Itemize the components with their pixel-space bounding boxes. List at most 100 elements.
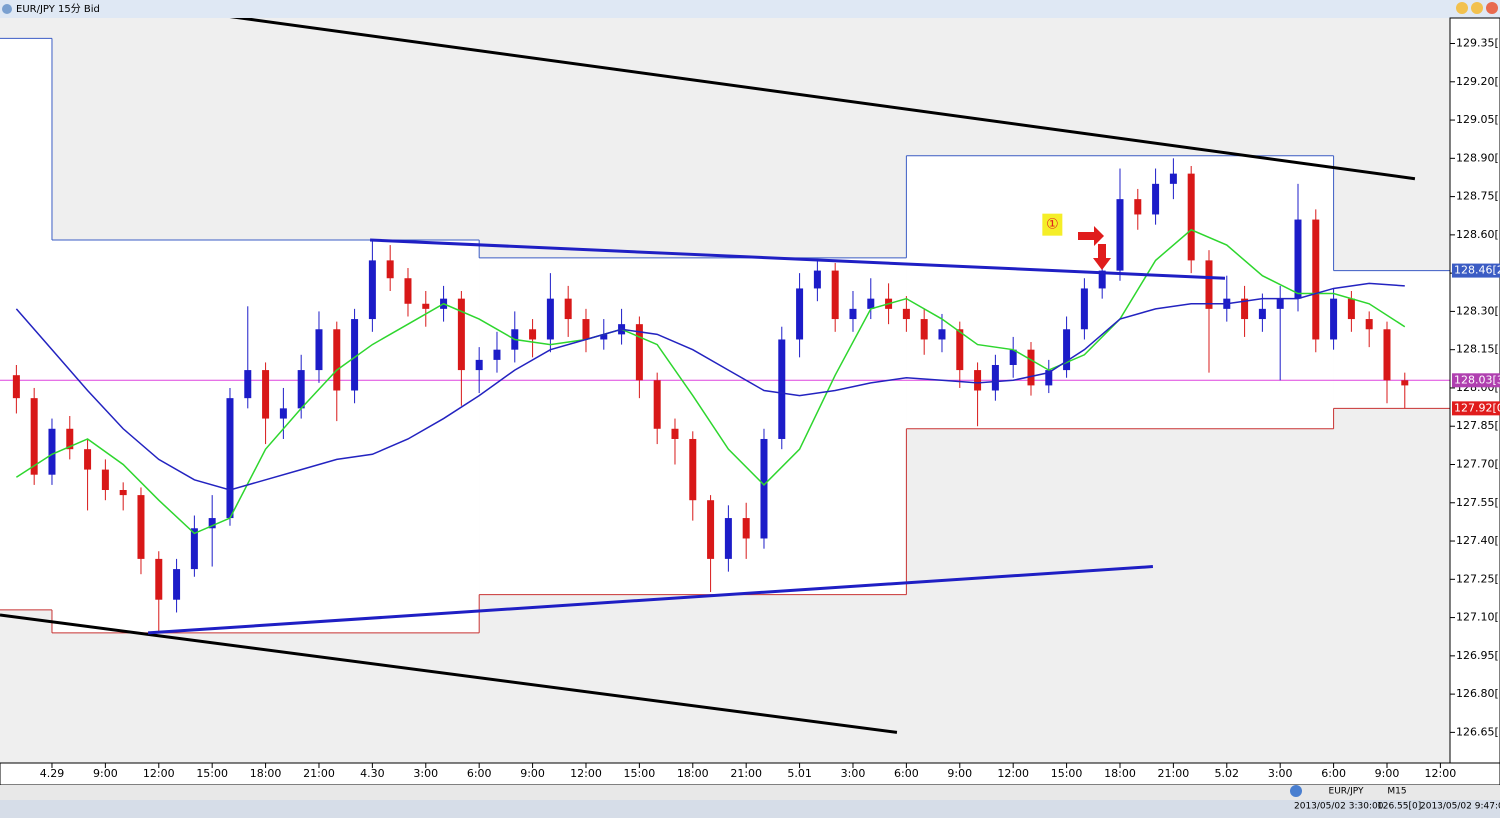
candle-body <box>1205 260 1213 309</box>
annotation-box <box>1042 213 1063 236</box>
price-tag <box>1452 373 1500 388</box>
price-tag-label: 128.46[2 <box>1454 264 1500 277</box>
status-clock: 2013/05/02 9:47:02 <box>1420 802 1500 812</box>
minimize-button[interactable] <box>1456 2 1468 14</box>
y-tick-label: 127.10[0 <box>1456 611 1500 624</box>
y-tick-label: 126.95[0 <box>1456 649 1500 662</box>
candle-body <box>1347 298 1355 320</box>
candle-body <box>1134 199 1142 215</box>
y-tick-label: 127.25[0 <box>1456 572 1500 585</box>
candle-body <box>404 278 412 304</box>
candle-body <box>991 364 999 391</box>
candle-body <box>48 428 56 475</box>
status-bar <box>0 800 1500 818</box>
candle-body <box>226 398 234 519</box>
title-bar <box>0 0 1500 18</box>
candle-body <box>1063 329 1071 371</box>
price-tag <box>1452 401 1500 416</box>
status-cursor-price: 126.55[0] <box>1377 802 1421 812</box>
status-timeframe: M15 <box>1387 787 1406 797</box>
candle-body <box>1276 298 1284 309</box>
candle-body <box>707 500 715 559</box>
x-tick-label: 12:00 <box>997 767 1029 780</box>
candle-body <box>351 319 359 391</box>
y-tick-label: 128.75[0 <box>1456 190 1500 203</box>
y-tick-label: 129.05[0 <box>1456 113 1500 126</box>
candle-body <box>546 298 554 340</box>
x-tick-label: 6:00 <box>1321 767 1346 780</box>
x-tick-label: 9:00 <box>93 767 118 780</box>
candle-body <box>974 370 982 391</box>
x-tick-label: 15:00 <box>196 767 228 780</box>
candle-body <box>244 370 252 399</box>
candle-body <box>742 518 750 539</box>
y-tick-label: 127.40[0 <box>1456 534 1500 547</box>
candle-body <box>1080 288 1088 330</box>
status-icon <box>1290 785 1302 797</box>
close-button[interactable] <box>1486 2 1498 14</box>
x-tick-label: 9:00 <box>947 767 972 780</box>
candle-body <box>813 270 821 289</box>
candle-body <box>778 339 786 439</box>
candle-body <box>1169 173 1177 184</box>
candle-body <box>796 288 804 340</box>
candle-body <box>1152 183 1160 215</box>
y-tick-label: 129.35[0 <box>1456 37 1500 50</box>
candle-body <box>137 495 145 559</box>
candle-body <box>119 490 127 496</box>
candle-body <box>386 260 394 279</box>
candle-body <box>1027 349 1035 386</box>
x-tick-label: 4.30 <box>360 767 385 780</box>
trend-line <box>229 18 1416 181</box>
x-tick-label: 3:00 <box>413 767 438 780</box>
candle-body <box>831 270 839 320</box>
x-tick-label: 21:00 <box>1158 767 1190 780</box>
candle-body <box>956 329 964 371</box>
candle-body <box>1241 298 1249 320</box>
candle-body <box>1116 199 1124 271</box>
price-axis <box>1449 17 1500 764</box>
x-tick-label: 18:00 <box>250 767 282 780</box>
window-title: EUR/JPY 15分 Bid <box>16 3 100 15</box>
candle-body <box>368 260 376 320</box>
y-tick-label: 128.15[0 <box>1456 343 1500 356</box>
arrow-right <box>1078 226 1104 246</box>
candle-body <box>849 308 857 320</box>
candle-body <box>173 569 181 600</box>
candle-body <box>600 334 608 340</box>
candle-body <box>1045 370 1053 386</box>
annotation: ① <box>1046 217 1059 233</box>
candle-body <box>760 438 768 539</box>
trend-line <box>369 238 1226 280</box>
scrollbar[interactable] <box>0 785 1500 800</box>
x-tick-label: 15:00 <box>1051 767 1083 780</box>
x-tick-label: 9:00 <box>520 767 545 780</box>
candle-body <box>422 303 430 309</box>
y-tick-label: 128.60[0 <box>1456 228 1500 241</box>
candle-body <box>1187 173 1195 261</box>
x-tick-label: 6:00 <box>467 767 492 780</box>
candle-body <box>582 319 590 340</box>
y-tick-label: 126.80[0 <box>1456 687 1500 700</box>
candle-body <box>1294 219 1302 299</box>
app-icon <box>2 4 12 14</box>
candle-body <box>30 398 38 475</box>
x-tick-label: 21:00 <box>730 767 762 780</box>
status-cursor-time: 2013/05/02 3:30:00 <box>1294 802 1384 812</box>
candle-body <box>635 324 643 381</box>
candle-body <box>867 298 875 309</box>
x-tick-label: 9:00 <box>1375 767 1400 780</box>
y-tick-label: 127.70[0 <box>1456 457 1500 470</box>
candle-body <box>653 380 661 429</box>
moving-average <box>15 282 1405 491</box>
candle-body <box>1401 380 1409 386</box>
x-tick-label: 5.02 <box>1215 767 1240 780</box>
candle-body <box>938 329 946 340</box>
candle-body <box>475 359 483 371</box>
trend-line <box>147 565 1154 635</box>
band-area <box>0 38 52 610</box>
candle-body <box>1009 349 1017 365</box>
maximize-button[interactable] <box>1471 2 1483 14</box>
x-tick-label: 5.01 <box>787 767 812 780</box>
candle-body <box>208 518 216 529</box>
